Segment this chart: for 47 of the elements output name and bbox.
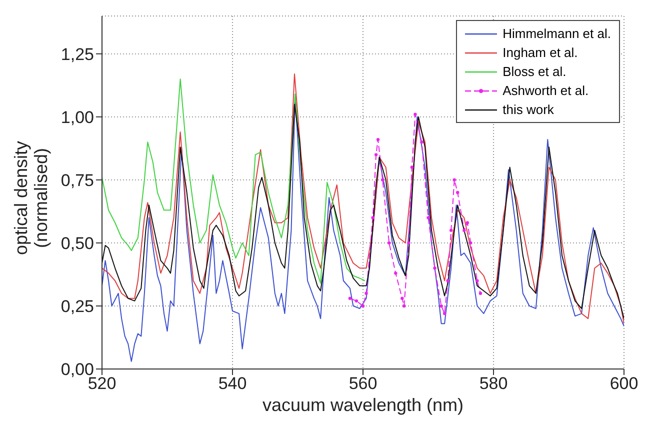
y-tick-label: 1,00 [60,108,94,127]
point [364,292,368,295]
x-tick-label: 540 [218,374,247,394]
point [402,304,406,308]
point [371,216,374,220]
point [478,292,482,295]
point [469,241,472,245]
x-tick-label: 580 [479,374,508,394]
point [348,296,352,300]
point [400,296,404,300]
point [407,241,410,245]
legend-label: Himmelmann et al. [502,26,611,41]
x-tick-label: 520 [88,374,116,394]
x-axis-title: vacuum wavelength (nm) [262,395,464,415]
y-tick-label: 0,25 [60,297,94,316]
point [442,312,446,316]
line-series [102,78,366,284]
x-tick-label: 560 [348,374,378,394]
point [394,272,398,275]
point [420,140,424,144]
point [433,266,436,270]
point [440,304,443,308]
y-tick-label: 0,50 [60,234,94,253]
point [462,228,466,232]
point [449,228,453,232]
point [466,221,469,224]
x-tick-label: 600 [610,374,638,394]
point [388,241,391,245]
point [374,153,378,156]
point [376,138,380,142]
y-tick-label: 0,75 [60,170,94,190]
point [456,190,460,194]
legend-label: this work [502,102,554,117]
point [426,216,430,220]
legend-label: Ashworth et al. [502,83,589,98]
legend-label: Ingham et al. [502,45,578,60]
point [476,279,479,282]
point [361,304,365,308]
point [414,112,417,116]
point [354,299,358,303]
point [410,166,414,169]
legend-label: Bloss et al. [502,64,566,79]
point [452,178,456,182]
y-tick-label: 1,25 [60,44,94,64]
point [380,178,384,182]
y-axis-title: optical density (normalised) [11,140,52,256]
point [446,279,450,282]
